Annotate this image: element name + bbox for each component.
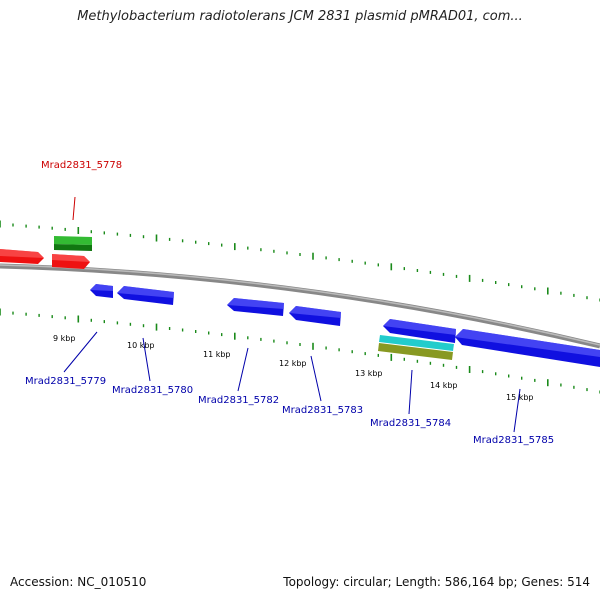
reverse-gene-5780 — [117, 286, 174, 305]
lower-tick-ruler — [0, 308, 600, 394]
gene-label-5779[interactable]: Mrad2831_5779 — [25, 376, 106, 387]
reverse-gene-5779 — [90, 284, 113, 298]
upper-tick-ruler — [0, 220, 600, 302]
tick-label-9kbp: 9 kbp — [53, 334, 75, 343]
reverse-gene-5784 — [383, 319, 456, 343]
gene-label-5780[interactable]: Mrad2831_5780 — [112, 385, 193, 396]
gene-label-5783[interactable]: Mrad2831_5783 — [282, 405, 363, 416]
reverse-gene-5783 — [289, 306, 341, 326]
cyan-feature — [379, 335, 454, 351]
olive-feature — [378, 343, 453, 360]
leader-lines — [63, 196, 521, 433]
gene-label-5782[interactable]: Mrad2831_5782 — [198, 395, 279, 406]
gene-label-5778[interactable]: Mrad2831_5778 — [41, 160, 122, 171]
tick-label-13kbp: 13 kbp — [355, 369, 383, 378]
tick-label-11kbp: 11 kbp — [203, 350, 231, 359]
green-feature — [54, 236, 92, 251]
map-title: Methylobacterium radiotolerans JCM 2831 … — [77, 9, 523, 24]
accession-text: Accession: NC_010510 — [10, 575, 147, 589]
gene-label-5785[interactable]: Mrad2831_5785 — [473, 435, 554, 446]
forward-gene — [0, 249, 44, 264]
gene-label-5784[interactable]: Mrad2831_5784 — [370, 418, 451, 429]
tick-label-12kbp: 12 kbp — [279, 359, 307, 368]
reverse-gene-5785 — [455, 329, 600, 367]
topology-summary: Topology: circular; Length: 586,164 bp; … — [283, 575, 590, 589]
reverse-gene-5782 — [227, 298, 284, 316]
tick-label-15kbp: 15 kbp — [506, 393, 534, 402]
tick-label-14kbp: 14 kbp — [430, 381, 458, 390]
backbone-line — [0, 263, 600, 349]
tick-label-10kbp: 10 kbp — [127, 341, 155, 350]
forward-gene-5778 — [52, 254, 90, 269]
